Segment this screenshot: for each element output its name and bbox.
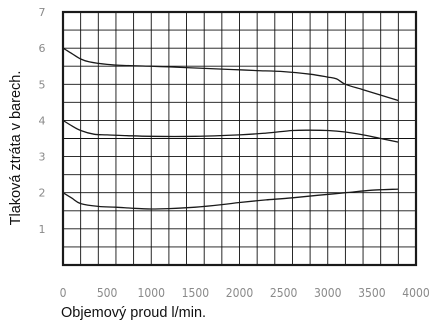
series-line-2 (62, 119, 399, 143)
series-line-3 (62, 188, 399, 210)
y-tick-label: 7 (39, 6, 46, 19)
x-tick-label: 1000 (138, 286, 166, 300)
y-tick-labels: 1 2 3 4 5 6 7 (39, 6, 46, 236)
x-tick-label: 1500 (182, 286, 210, 300)
x-tick-label: 500 (97, 286, 118, 300)
x-tick-label: 4000 (402, 286, 430, 300)
plot-frame (61, 10, 418, 267)
y-tick-label: 1 (39, 223, 46, 236)
y-axis-title: Tlaková ztráta v barech. (8, 71, 24, 226)
series-group (62, 47, 399, 210)
y-tick-label: 2 (39, 187, 46, 200)
grid (61, 10, 418, 267)
x-tick-label: 3000 (314, 286, 342, 300)
series-line-1 (62, 47, 399, 102)
x-tick-label: 0 (60, 286, 67, 300)
y-tick-label: 4 (39, 114, 46, 127)
x-axis-title: Objemový proud l/min. (61, 305, 206, 321)
x-tick-label: 2000 (226, 286, 254, 300)
y-tick-label: 5 (39, 78, 46, 91)
y-tick-label: 3 (39, 151, 46, 164)
x-tick-labels: 0 500 1000 1500 2000 2500 3000 3500 4000 (60, 286, 430, 300)
x-tick-label: 2500 (270, 286, 298, 300)
x-tick-label: 3500 (358, 286, 386, 300)
y-tick-label: 6 (39, 42, 46, 55)
